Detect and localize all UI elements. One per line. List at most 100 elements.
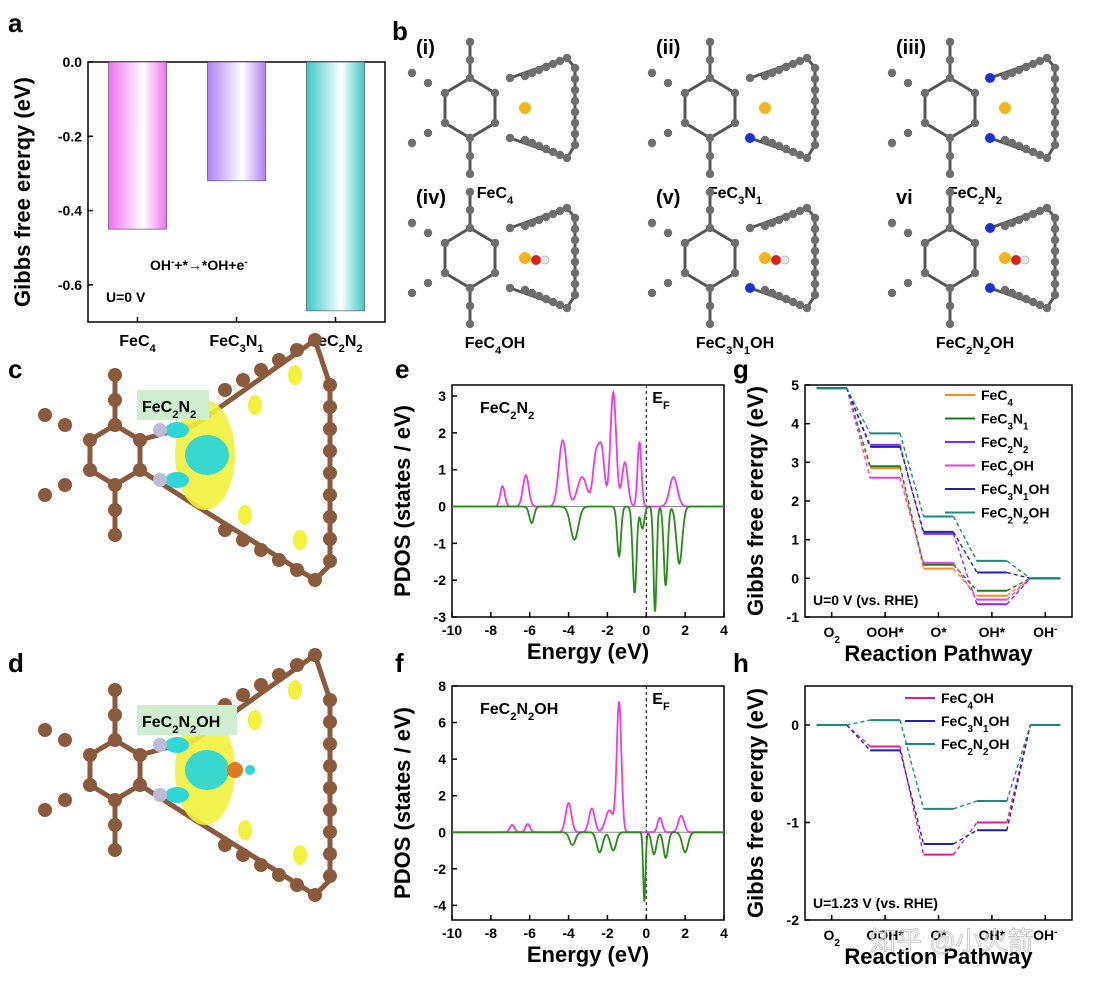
y-tick-label: 0: [438, 824, 446, 840]
carbon-atom: [465, 151, 475, 161]
carbon-atom: [810, 257, 820, 267]
carbon-atom: [548, 59, 558, 69]
condition-label: U=1.23 V (vs. RHE): [813, 895, 938, 911]
connector: [1006, 724, 1032, 802]
y-tick-label: -2: [434, 861, 447, 877]
oxygen-atom: [531, 255, 541, 265]
isosurface-yellow-small: [248, 710, 262, 730]
carbon-atom: [1042, 203, 1052, 213]
carbon-atom: [1050, 63, 1060, 73]
isosurface-yellow-small: [288, 680, 302, 700]
carbon-atom: [323, 825, 337, 839]
y-tick-label: -0.6: [58, 277, 82, 293]
carbon-atom: [760, 285, 770, 295]
iron-atom: [999, 102, 1011, 114]
formula-box: [137, 390, 209, 420]
carbon-atom: [236, 688, 250, 702]
structure-index: (v): [656, 187, 680, 209]
carbon-atom: [705, 223, 715, 233]
carbon-atom: [465, 223, 475, 233]
y-tick-label: -0.2: [58, 128, 82, 144]
carbon-atom: [254, 363, 268, 377]
connector: [1006, 560, 1031, 579]
carbon-atom: [705, 37, 715, 47]
carbon-atom: [323, 759, 337, 773]
carbon-atom: [810, 224, 820, 234]
bar-FeC3N1: [207, 61, 266, 182]
pdos-series-spin-up: [452, 389, 724, 508]
structure-FeC2N2OH: vi FeC2N2OH: [887, 187, 1060, 357]
carbon-atom: [83, 463, 97, 477]
bond: [469, 76, 496, 95]
carbon-atom: [945, 283, 955, 293]
carbon-atom: [465, 319, 475, 329]
axes-frame: [804, 384, 1073, 618]
x-tick-label: -4: [562, 925, 575, 941]
panel-label-a: a: [8, 8, 23, 38]
isosurface-cyan: [185, 750, 229, 790]
isosurface-cyan: [165, 737, 189, 753]
carbon-atom: [440, 118, 450, 128]
y-tick-label: 6: [438, 715, 446, 731]
carbon-atom: [58, 733, 72, 747]
carbon-atom: [1050, 257, 1060, 267]
x-tick-label: 0: [642, 925, 650, 941]
carbon-atom: [1050, 129, 1060, 139]
y-tick-label: 3: [791, 454, 799, 470]
structure-FeC3N1: (ii) FeC3N1: [647, 37, 820, 207]
carbon-atom: [133, 433, 147, 447]
carbon-atom: [730, 88, 740, 98]
carbon-atom: [810, 290, 820, 300]
connector: [899, 750, 925, 845]
carbon-atom: [562, 153, 572, 163]
structure-label-FeC3N1OH: FeC3N1OH: [696, 335, 774, 357]
carbon-atom: [1028, 209, 1038, 219]
connector: [952, 531, 978, 573]
carbon-atom: [903, 128, 913, 138]
nitrogen-atom: [745, 283, 755, 293]
carbon-atom: [218, 383, 232, 397]
carbon-atom: [663, 278, 673, 288]
structure-FeC2N2: (iii) FeC2N2: [887, 37, 1060, 207]
carbon-atom: [774, 65, 784, 75]
panel-label-e: e: [395, 354, 409, 384]
y-tick-label: -1: [787, 815, 800, 831]
carbon-atom: [38, 723, 52, 737]
carbon-atom: [774, 141, 784, 151]
carbon-atom: [1028, 297, 1038, 307]
carbon-atom: [945, 319, 955, 329]
carbon-atom: [647, 68, 657, 78]
carbon-atom: [810, 268, 820, 278]
carbon-atom: [945, 151, 955, 161]
isosurface-yellow-small: [238, 505, 252, 525]
carbon-atom: [1014, 291, 1024, 301]
hydrogen-atom: [245, 765, 255, 775]
carbon-atom: [970, 118, 980, 128]
x-tick-label-FeC4: FeC4: [119, 333, 156, 355]
carbon-atom: [945, 133, 955, 143]
isosurface-yellow-small: [248, 395, 262, 415]
iron-atom: [519, 102, 531, 114]
carbon-atom: [570, 213, 580, 223]
bond: [949, 76, 976, 95]
carbon-atom: [802, 203, 812, 213]
x-tick-label: -10: [442, 622, 462, 638]
x-tick-label: -10: [442, 925, 462, 941]
carbon-atom: [562, 203, 572, 213]
carbon-atom: [308, 573, 322, 587]
connector: [846, 724, 871, 747]
carbon-atom: [663, 78, 673, 88]
carbon-atom: [236, 533, 250, 547]
charge-density-c: FeC2N2: [38, 333, 337, 587]
series-FeC3N1OH: [816, 724, 1061, 845]
carbon-atom: [555, 150, 565, 160]
carbon-atom: [1050, 118, 1060, 128]
carbon-atom: [1050, 96, 1060, 106]
connector: [899, 446, 925, 533]
y-tick-label: 5: [791, 377, 799, 393]
isosurface-cyan: [165, 472, 189, 488]
panel-label-f: f: [395, 648, 404, 678]
carbon-atom: [781, 144, 791, 154]
carbon-atom: [541, 144, 551, 154]
